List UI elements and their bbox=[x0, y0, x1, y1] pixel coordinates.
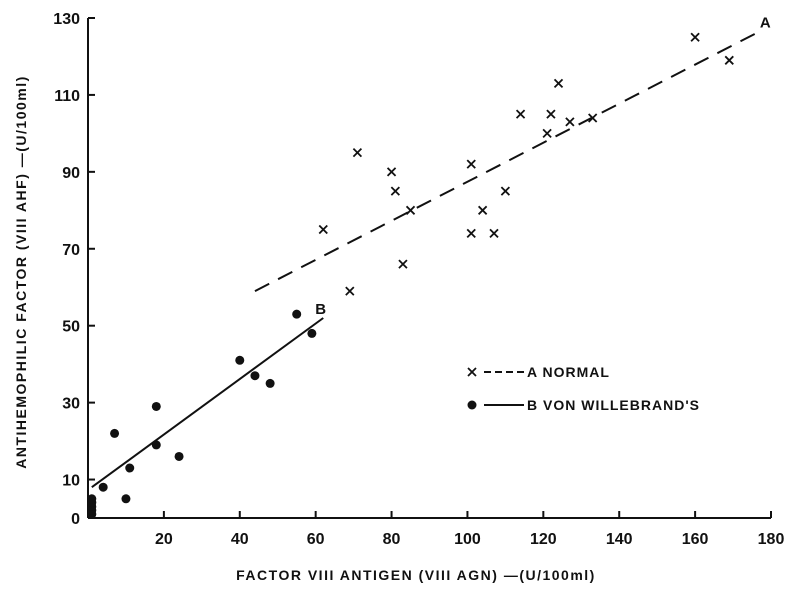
fit-line-label: A bbox=[760, 14, 771, 31]
data-point-normal bbox=[405, 205, 416, 215]
y-tick-label: 110 bbox=[54, 88, 80, 105]
x-tick-label: 140 bbox=[606, 531, 633, 548]
y-tick-label: 0 bbox=[71, 511, 80, 528]
data-point-von-willebrand bbox=[125, 463, 135, 473]
data-point-von-willebrand bbox=[87, 494, 97, 504]
legend-label: A NORMAL bbox=[527, 364, 610, 380]
data-point-von-willebrand bbox=[121, 494, 131, 504]
data-point-von-willebrand bbox=[98, 482, 108, 492]
data-point-normal bbox=[466, 228, 476, 239]
data-point-normal bbox=[390, 186, 400, 196]
x-tick-label: 180 bbox=[758, 531, 785, 548]
data-point-normal bbox=[588, 113, 598, 123]
y-tick-label: 50 bbox=[62, 319, 80, 336]
data-point-von-willebrand bbox=[151, 440, 161, 450]
data-point-von-willebrand bbox=[110, 428, 120, 438]
fit-lines: AB bbox=[91, 14, 771, 489]
data-point-normal bbox=[489, 228, 499, 239]
legend-marker bbox=[467, 400, 477, 410]
data-point-normal bbox=[546, 109, 556, 119]
data-point-normal bbox=[500, 186, 511, 196]
data-point-normal bbox=[565, 117, 575, 127]
data-point-normal bbox=[466, 159, 476, 169]
x-tick-label: 120 bbox=[530, 531, 557, 548]
y-tick-label: 130 bbox=[53, 11, 80, 28]
y-tick-label: 90 bbox=[62, 165, 80, 182]
data-point-von-willebrand bbox=[292, 309, 302, 319]
legend: A NORMAL B VON WILLEBRAND'S bbox=[467, 364, 700, 413]
data-point-normal bbox=[690, 32, 700, 42]
ticks: 20 40 60 80 100 120 140 160 180 0 10 30 50 70 90 110 130 bbox=[53, 11, 784, 548]
data-point-normal bbox=[398, 259, 408, 269]
fit-line-normal bbox=[254, 32, 757, 292]
axes bbox=[87, 18, 771, 519]
data-point-normal bbox=[553, 78, 564, 89]
data-point-von-willebrand bbox=[174, 451, 184, 461]
legend-marker bbox=[467, 367, 477, 377]
x-tick-label: 80 bbox=[383, 531, 401, 548]
x-tick-label: 40 bbox=[231, 531, 249, 548]
data-point-normal bbox=[386, 167, 397, 177]
data-point-von-willebrand bbox=[307, 328, 317, 338]
data-points bbox=[87, 32, 734, 519]
data-point-normal bbox=[515, 109, 526, 119]
data-point-normal bbox=[542, 128, 552, 139]
y-tick-label: 70 bbox=[62, 242, 80, 259]
y-tick-label: 10 bbox=[62, 473, 80, 490]
data-point-von-willebrand bbox=[151, 401, 161, 411]
data-point-von-willebrand bbox=[235, 355, 245, 365]
fit-line-von-willebrand bbox=[91, 317, 324, 489]
data-point-normal bbox=[477, 205, 488, 215]
data-point-normal bbox=[724, 55, 734, 65]
fit-line-label: B bbox=[315, 301, 326, 318]
y-tick-label: 30 bbox=[62, 396, 80, 413]
legend-label: B VON WILLEBRAND'S bbox=[527, 397, 700, 413]
data-point-normal bbox=[318, 224, 328, 235]
data-point-normal bbox=[345, 286, 355, 296]
x-tick-label: 60 bbox=[307, 531, 325, 548]
y-axis-title: ANTIHEMOPHILIC FACTOR (VIII AHF) —(U/100… bbox=[13, 75, 29, 469]
x-axis-title: FACTOR VIII ANTIGEN (VIII AGN) —(U/100ml… bbox=[236, 567, 596, 583]
data-point-von-willebrand bbox=[265, 378, 275, 388]
data-point-von-willebrand bbox=[250, 371, 260, 381]
x-tick-label: 100 bbox=[454, 531, 481, 548]
x-tick-label: 160 bbox=[682, 531, 709, 548]
data-point-normal bbox=[352, 147, 363, 158]
x-tick-label: 20 bbox=[155, 531, 173, 548]
